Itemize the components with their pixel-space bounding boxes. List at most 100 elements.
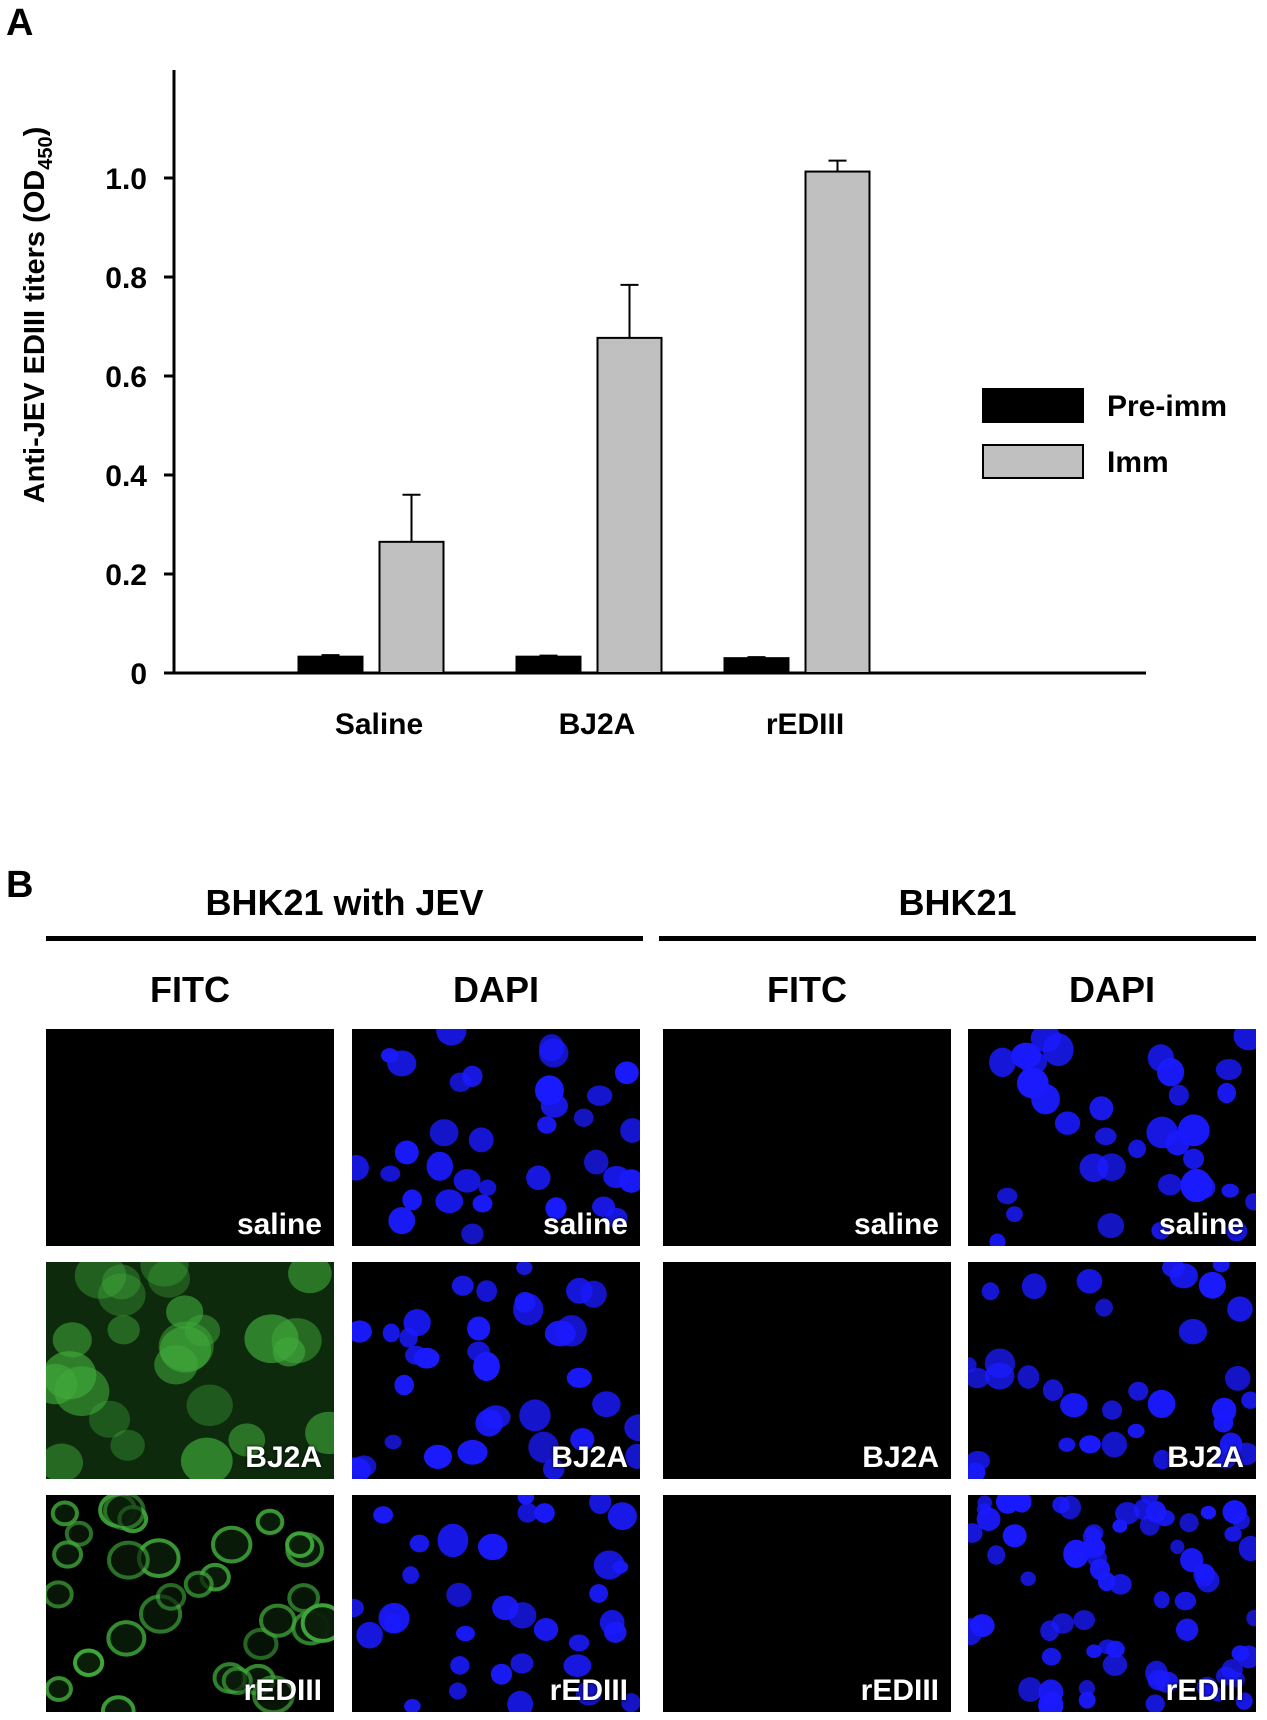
nucleus — [1002, 1524, 1027, 1548]
nucleus — [1224, 1526, 1242, 1542]
cell — [288, 1262, 332, 1294]
nucleus — [620, 1118, 640, 1143]
nucleus — [968, 1450, 991, 1471]
nucleus — [1095, 1298, 1113, 1317]
cell — [74, 1262, 127, 1299]
nucleus — [533, 1618, 559, 1642]
nucleus — [455, 1625, 475, 1642]
nucleus — [437, 1523, 469, 1558]
nucleus — [566, 1277, 593, 1304]
nucleus — [589, 1495, 612, 1515]
y-tick-label: 0 — [130, 658, 147, 691]
nucleus — [1006, 1206, 1023, 1223]
nucleus — [1018, 1050, 1048, 1075]
x-tick-label-rediii: rEDIII — [766, 708, 844, 740]
nucleus — [450, 1656, 470, 1675]
micrograph-fitc-rediii: rEDIII — [46, 1495, 334, 1712]
legend-swatch-pre-imm — [982, 388, 1084, 423]
nucleus — [507, 1690, 534, 1712]
nucleus — [976, 1507, 1001, 1531]
nucleus — [1233, 1029, 1256, 1051]
cell-ring — [183, 1570, 214, 1598]
cell-ring — [155, 1583, 187, 1611]
nucleus — [544, 1320, 576, 1347]
nucleus — [1238, 1535, 1256, 1562]
micrograph-fitc-saline: saline — [46, 1029, 334, 1246]
nucleus — [1030, 1029, 1061, 1053]
cell-ring — [210, 1525, 253, 1564]
column-title-fitc-bhk21: FITC — [767, 969, 847, 1010]
cell — [54, 1366, 110, 1416]
column-title-dapi-bhk21: DAPI — [1068, 969, 1155, 1010]
nucleus — [382, 1323, 400, 1343]
micrograph-label: rEDIII — [1165, 1674, 1244, 1707]
cell-ring — [106, 1620, 147, 1657]
nucleus — [568, 1634, 590, 1652]
cell-ring — [285, 1531, 315, 1558]
nucleus — [513, 1293, 544, 1326]
nucleus — [429, 1119, 459, 1147]
nucleus — [1041, 1647, 1062, 1666]
micrograph-label: saline — [542, 1208, 628, 1241]
nucleus — [1215, 1058, 1242, 1081]
nucleus — [539, 1034, 565, 1062]
bar-imm-rediii — [804, 170, 871, 674]
nucleus — [1038, 1679, 1064, 1706]
cell-ring — [52, 1540, 84, 1569]
legend-label-imm: Imm — [1107, 446, 1169, 479]
micrograph-image — [46, 1262, 334, 1479]
cell-ring — [243, 1627, 279, 1660]
column-title-fitc-jev: FITC — [150, 969, 230, 1010]
cell — [97, 1273, 146, 1317]
micrograph-image — [968, 1262, 1256, 1479]
nucleus — [563, 1654, 592, 1678]
micrograph-fitc-bj2a: BJ2A — [46, 1262, 334, 1479]
panel-a-letter: A — [6, 2, 34, 44]
nucleus — [968, 1367, 990, 1389]
nucleus — [1079, 1435, 1101, 1454]
nucleus — [540, 1094, 569, 1118]
nucleus — [621, 1693, 640, 1712]
nucleus — [1145, 1694, 1165, 1712]
nucleus — [1058, 1437, 1076, 1452]
nucleus — [508, 1602, 537, 1629]
micrograph-dapi-rediii: rEDIII — [968, 1495, 1256, 1712]
nucleus — [589, 1584, 609, 1603]
cell-ring — [252, 1675, 295, 1712]
nucleus — [423, 1444, 452, 1469]
nucleus — [968, 1523, 983, 1543]
nucleus — [1168, 1084, 1189, 1106]
micrograph-fitc-saline: saline — [663, 1029, 951, 1246]
nucleus — [1020, 1571, 1036, 1586]
cell — [101, 1264, 141, 1300]
nucleus — [614, 1061, 639, 1085]
nucleus — [583, 1149, 609, 1175]
nucleus — [984, 1348, 1016, 1379]
nucleus — [453, 1168, 481, 1193]
nucleus — [1170, 1539, 1185, 1555]
cell — [147, 1262, 191, 1298]
nucleus — [472, 1194, 493, 1213]
x-tick-labels: Saline BJ2A rEDIII — [335, 708, 844, 740]
micrograph-image — [352, 1029, 640, 1245]
nucleus — [1175, 1618, 1199, 1641]
nucleus — [1245, 1193, 1256, 1211]
nucleus — [446, 1582, 472, 1607]
micrograph-label: saline — [853, 1208, 939, 1241]
nucleus — [573, 1108, 594, 1127]
cell-ring — [100, 1695, 136, 1712]
nucleus — [1180, 1548, 1204, 1573]
nucleus — [624, 1414, 640, 1442]
nucleus — [394, 1374, 415, 1396]
nucleus — [534, 1503, 555, 1523]
nucleus — [1081, 1537, 1106, 1558]
nucleus — [1089, 1558, 1111, 1581]
nucleus — [516, 1262, 533, 1275]
nucleus — [1054, 1111, 1081, 1135]
cell-ring — [258, 1603, 297, 1638]
nucleus — [618, 1169, 640, 1193]
bar-chart: Anti-JEV EDIII titers (OD450) 0 0.2 0.4 0.6… — [19, 70, 1227, 740]
nucleus — [592, 1196, 616, 1217]
y-tick-label: 0.6 — [105, 361, 147, 394]
nucleus — [1200, 1505, 1217, 1520]
